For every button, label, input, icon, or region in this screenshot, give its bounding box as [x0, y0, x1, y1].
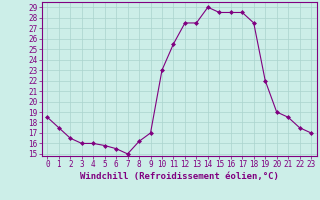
X-axis label: Windchill (Refroidissement éolien,°C): Windchill (Refroidissement éolien,°C)	[80, 172, 279, 181]
